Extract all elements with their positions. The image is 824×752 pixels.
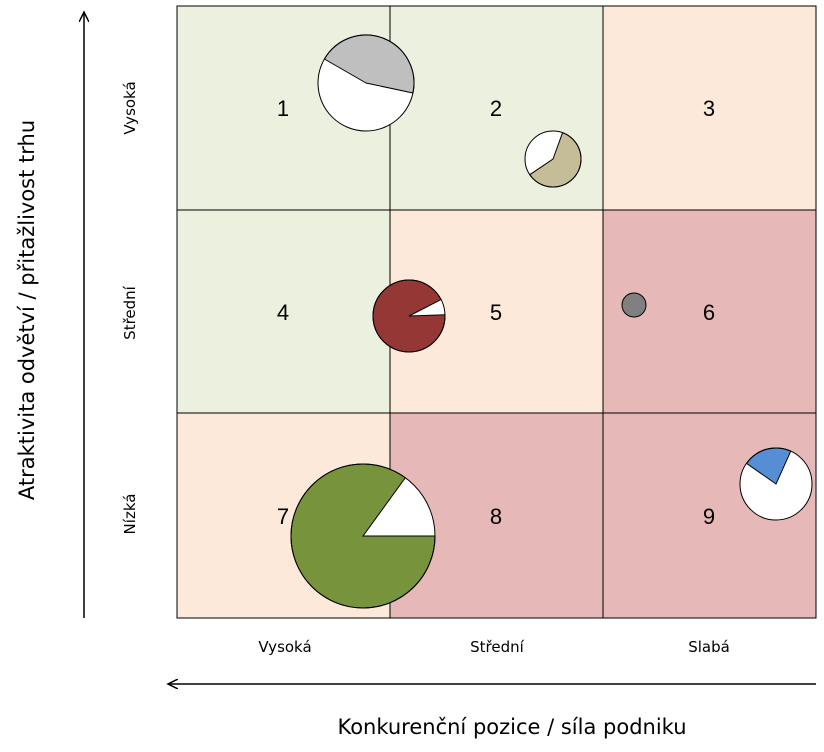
col-label-medium: Střední <box>470 638 524 656</box>
row-label-medium: Střední <box>121 285 139 339</box>
cell-number-8: 8 <box>490 504 502 529</box>
matrix-cell-4 <box>176 209 391 414</box>
matrix-cell-3 <box>602 5 817 211</box>
cell-number-5: 5 <box>490 300 502 325</box>
cell-number-2: 2 <box>490 96 502 121</box>
cell-number-6: 6 <box>703 300 715 325</box>
cell-number-4: 4 <box>277 300 289 325</box>
cell-number-9: 9 <box>703 504 715 529</box>
bubble-gray <box>317 34 415 132</box>
bubble-small-gray <box>621 292 647 318</box>
bubble-green <box>290 463 436 609</box>
bubble-blue <box>739 447 813 521</box>
x-axis-title: Konkurenční pozice / síla podniku <box>337 715 686 739</box>
cell-number-3: 3 <box>703 96 715 121</box>
row-label-low: Nízká <box>121 494 139 535</box>
row-label-high: Vysoká <box>121 81 139 134</box>
bubble-tan <box>524 130 582 188</box>
y-axis-title: Atraktivita odvětví / přitažlivost trhu <box>15 120 39 500</box>
cell-number-7: 7 <box>277 504 289 529</box>
cell-number-1: 1 <box>277 96 289 121</box>
bubble-darkred <box>372 279 446 353</box>
bubbles-layer <box>290 34 813 609</box>
col-label-high: Vysoká <box>258 638 311 656</box>
col-label-weak: Slabá <box>688 638 730 656</box>
